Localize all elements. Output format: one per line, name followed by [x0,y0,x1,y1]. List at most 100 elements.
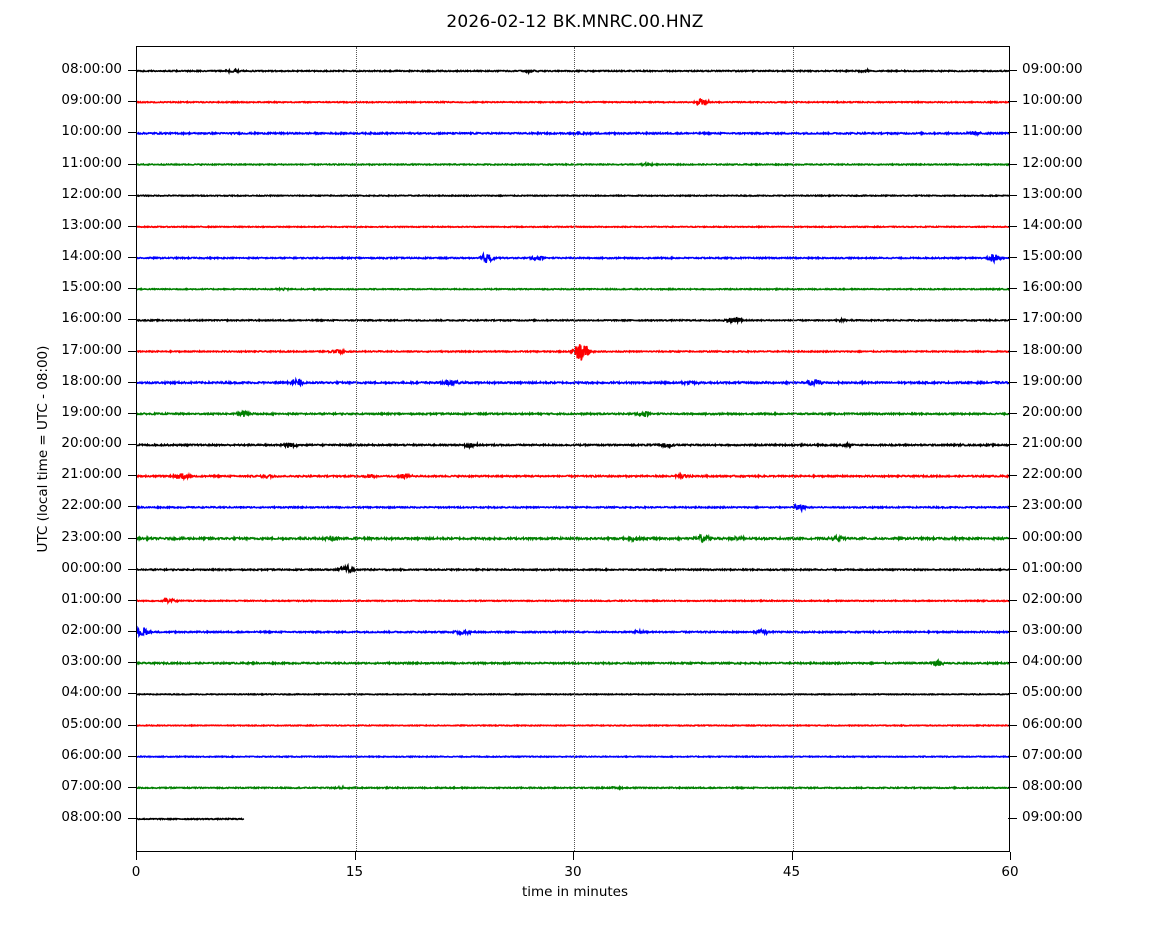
y-axis-label-right: 10:00:00 [1022,92,1083,109]
plot-area [136,46,1010,852]
gridline-vertical [792,47,794,851]
y-axis-label-right: 13:00:00 [1022,185,1083,202]
y-axis-label-left: 16:00:00 [61,310,122,327]
y-tick-right [1008,101,1017,103]
y-axis-label-right: 04:00:00 [1022,653,1083,670]
y-tick-left [128,381,137,383]
y-axis-title: UTC (local time = UTC - 08:00) [35,345,51,553]
y-axis-label-right: 08:00:00 [1022,777,1083,794]
y-axis-label-left: 17:00:00 [61,341,122,358]
y-tick-left [128,631,137,632]
x-axis-title: time in minutes [521,884,629,900]
y-tick-right [1008,381,1017,383]
y-axis-label-left: 18:00:00 [61,372,122,389]
x-axis-label: 45 [782,864,801,880]
y-axis-label-left: 07:00:00 [61,777,122,794]
y-tick-right [1008,786,1017,788]
y-tick-left [128,506,137,508]
y-tick-left [128,662,137,664]
y-tick-right [1008,506,1017,508]
y-tick-left [128,724,137,726]
y-tick-left [128,786,137,788]
y-axis-label-right: 05:00:00 [1022,684,1083,701]
y-tick-right [1008,599,1017,601]
x-tick [136,852,137,860]
y-tick-left [128,755,137,757]
y-tick-right [1008,70,1017,71]
y-axis-label-right: 01:00:00 [1022,559,1083,576]
y-tick-left [128,568,137,570]
y-axis-label-left: 22:00:00 [61,497,122,514]
y-axis-label-right: 07:00:00 [1022,746,1083,763]
y-axis-label-right: 20:00:00 [1022,403,1083,420]
y-axis-label-left: 09:00:00 [61,92,122,109]
y-tick-right [1008,568,1017,570]
y-tick-left [128,132,137,134]
y-axis-label-left: 14:00:00 [61,248,122,264]
y-tick-right [1008,132,1017,134]
y-tick-right [1008,662,1017,664]
y-axis-label-left: 00:00:00 [61,559,122,576]
y-axis-label-right: 06:00:00 [1022,715,1083,732]
y-axis-label-left: 19:00:00 [61,403,122,420]
y-axis-label-right: 09:00:00 [1022,61,1083,77]
x-tick [354,852,356,860]
y-tick-right [1008,755,1017,757]
y-tick-right [1008,225,1017,227]
y-axis-label-right: 02:00:00 [1022,590,1083,607]
y-tick-left [128,599,137,601]
y-axis-label-right: 03:00:00 [1022,622,1083,638]
y-tick-right [1008,444,1017,445]
y-axis-label-left: 01:00:00 [61,590,122,607]
x-axis-label: 30 [564,864,582,880]
y-tick-left [128,693,137,695]
y-axis-label-right: 18:00:00 [1022,341,1083,358]
y-axis-label-left: 21:00:00 [61,466,122,483]
y-axis-label-left: 13:00:00 [61,216,122,233]
y-axis-label-left: 08:00:00 [61,61,122,77]
x-tick [791,852,793,860]
y-axis-label-right: 12:00:00 [1022,154,1083,171]
y-tick-left [128,288,137,290]
y-tick-left [128,537,137,539]
y-tick-right [1008,537,1017,539]
y-tick-left [128,101,137,103]
y-axis-label-right: 16:00:00 [1022,279,1083,296]
y-tick-right [1008,412,1017,414]
y-tick-left [128,163,137,165]
y-axis-label-right: 00:00:00 [1022,528,1083,545]
y-axis-label-left: 10:00:00 [61,123,122,140]
y-tick-right [1008,319,1017,321]
y-axis-label-left: 11:00:00 [61,154,122,171]
y-tick-left [128,319,137,321]
y-axis-label-left: 23:00:00 [61,528,122,545]
y-tick-left [128,412,137,414]
y-axis-label-right: 15:00:00 [1022,248,1083,264]
y-axis-label-left: 08:00:00 [61,809,122,825]
y-tick-right [1008,818,1017,819]
x-tick [573,852,574,860]
y-axis-label-right: 23:00:00 [1022,497,1083,514]
y-axis-label-right: 21:00:00 [1022,435,1083,451]
y-tick-left [128,444,137,445]
y-axis-label-left: 04:00:00 [61,684,122,701]
y-axis-label-right: 11:00:00 [1022,123,1083,140]
y-axis-label-right: 14:00:00 [1022,216,1083,233]
y-axis-label-left: 05:00:00 [61,715,122,732]
y-tick-left [128,257,137,258]
x-axis-label: 0 [131,864,141,880]
y-tick-right [1008,631,1017,632]
y-tick-right [1008,194,1017,196]
y-tick-right [1008,288,1017,290]
y-tick-right [1008,724,1017,726]
x-axis-label: 60 [1001,864,1019,880]
x-axis-label: 15 [345,864,364,880]
trace-row [137,817,245,822]
y-axis-label-left: 15:00:00 [61,279,122,296]
y-tick-right [1008,350,1017,352]
y-tick-right [1008,693,1017,695]
y-axis-label-right: 09:00:00 [1022,809,1083,825]
y-tick-right [1008,163,1017,165]
gridline-vertical [574,47,575,851]
